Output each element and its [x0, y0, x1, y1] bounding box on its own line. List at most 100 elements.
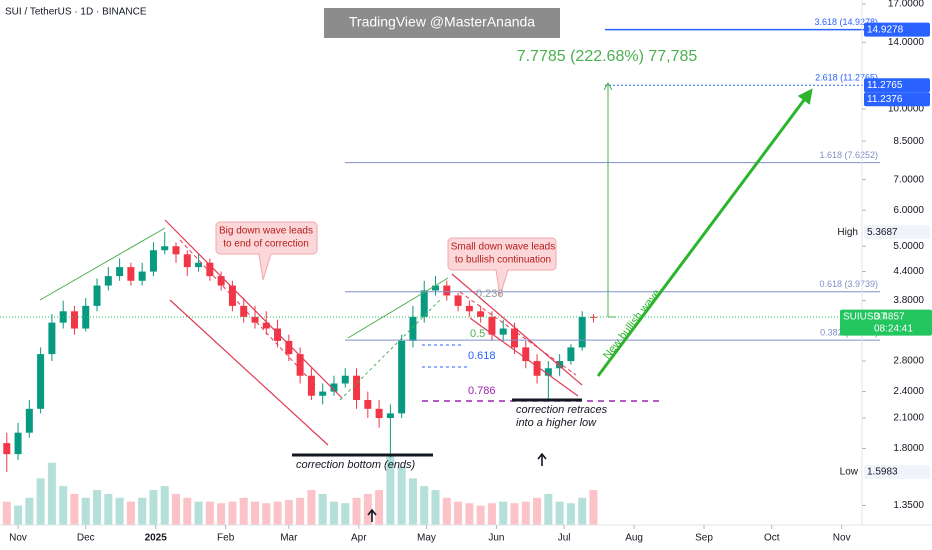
candle-body [375, 408, 383, 419]
channel-line [469, 317, 579, 397]
y-tick-label: 7.0000 [893, 174, 924, 185]
volume-bar [578, 497, 587, 525]
volume-bar [284, 500, 293, 525]
note: into a higher low [516, 417, 597, 429]
volume-bar [533, 497, 542, 525]
candle-body [116, 267, 124, 277]
callout-box [447, 237, 557, 297]
x-tick-label: Feb [217, 533, 235, 544]
candle-body [477, 311, 485, 317]
y-tick-label: 5.0000 [893, 241, 924, 252]
axis-tag-name: High [837, 227, 858, 238]
axis-tag-value: 5.3687 [867, 227, 898, 238]
x-tick-label: Nov [833, 533, 851, 544]
volume-bar [386, 455, 395, 525]
price-tag-value: 3.4857 [874, 311, 905, 322]
volume-bar [544, 493, 553, 525]
candle-body [398, 340, 406, 414]
axis-tag-value: 11.2376 [867, 94, 903, 105]
trend-line [39, 227, 166, 301]
axis-tag [864, 225, 930, 240]
axis-tag [864, 465, 930, 480]
candle-body [251, 316, 259, 323]
volume-bar [160, 486, 169, 525]
trend-line [347, 277, 449, 339]
candle-body [364, 400, 372, 409]
x-tick-label: 2025 [145, 533, 168, 544]
callout-text: to end of correction [223, 239, 309, 250]
x-tick-label: Aug [625, 533, 643, 544]
volume-layer [2, 455, 598, 525]
volume-bar [250, 501, 259, 525]
candle-body [488, 316, 496, 335]
volume-bar [420, 486, 429, 525]
volume-bar [296, 497, 305, 525]
callout-box [215, 221, 318, 281]
axis-tag-name: Low [840, 467, 859, 478]
volume-bar [499, 501, 508, 525]
candle-body [556, 361, 564, 369]
candle-body [3, 443, 11, 455]
candle-body [149, 250, 157, 272]
volume-bar [138, 497, 147, 525]
y-tick-label: 14.0000 [888, 37, 925, 48]
candle-body [510, 328, 518, 348]
y-tick-label: 1.8000 [893, 443, 924, 454]
watermark: TradingView @MasterAnanda [349, 14, 535, 30]
measure-arrow [603, 81, 613, 91]
volume-bar [363, 493, 372, 525]
volume-bar [81, 497, 90, 525]
volume-bar [93, 490, 102, 525]
volume-bar [431, 490, 440, 525]
channel-line [169, 299, 329, 446]
candle-body [48, 322, 56, 355]
volume-bar [47, 462, 56, 525]
arrow-up [537, 452, 547, 466]
volume-bar [172, 493, 181, 525]
axis-tag [864, 78, 930, 93]
arrow-up [367, 508, 377, 522]
volume-bar [465, 503, 474, 525]
volume-bar [555, 501, 564, 525]
candle-body [432, 285, 440, 291]
x-tick-label: Apr [351, 533, 367, 544]
volume-bar [115, 497, 124, 525]
candle-body [454, 295, 462, 306]
y-tick-label: 2.4000 [893, 386, 924, 397]
volume-bar [183, 497, 192, 525]
axis-tag-value: 14.9278 [867, 24, 904, 35]
y-tick-label: 2.1000 [893, 413, 924, 424]
candle-body [70, 311, 78, 329]
callout-text: to bullish continuation [455, 255, 551, 266]
candle-body [420, 290, 428, 317]
y-tick-label: 3.8000 [893, 295, 924, 306]
fib-label: 1.618 (7.6252) [819, 150, 878, 160]
note: correction retraces [516, 404, 608, 416]
y-tick-label: 2.8000 [893, 356, 924, 367]
candle-body [544, 368, 552, 376]
y-tick-label: 17.0000 [888, 0, 925, 10]
candle-body [522, 347, 530, 362]
fib-label: 3.618 (14.9278) [814, 17, 878, 27]
volume-bar [217, 503, 226, 525]
y-tick-label: 4.4000 [893, 266, 924, 277]
volume-bar [126, 501, 135, 525]
volume-bar [476, 505, 485, 525]
fib-label: 0.618 (3.9739) [819, 279, 878, 289]
measure-label: 7.7785 (222.68%) 77,785 [517, 48, 698, 65]
volume-bar [149, 490, 158, 525]
price-tag-timer: 08:24:41 [874, 323, 913, 334]
x-tick-label: Nov [9, 533, 27, 544]
candle-layer [3, 232, 597, 473]
candle-body [533, 361, 541, 376]
candle-body [307, 375, 315, 396]
axis-tag-value: 11.2765 [867, 80, 903, 91]
volume-bar [329, 501, 338, 525]
channel-mid [459, 291, 577, 376]
volume-bar [25, 497, 34, 525]
volume-bar [59, 486, 68, 525]
candle-body [274, 328, 282, 341]
candle-body [353, 375, 361, 401]
candle-body [195, 262, 203, 268]
